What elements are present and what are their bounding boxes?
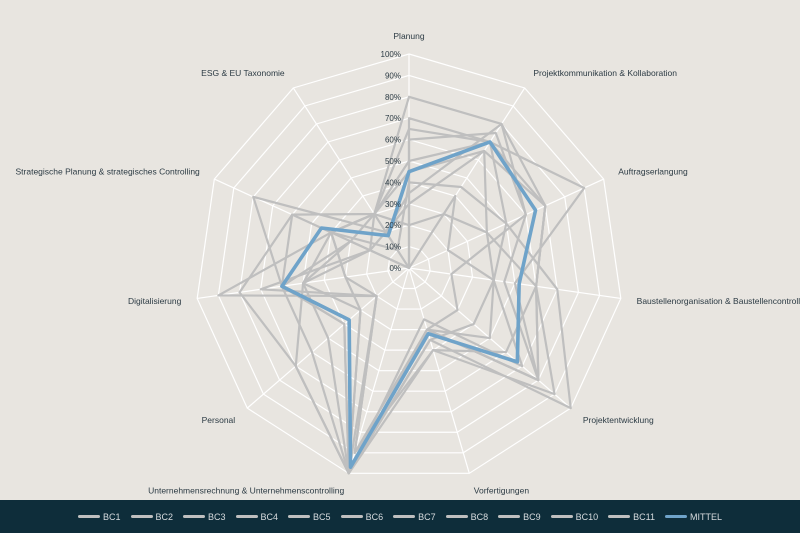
radar-chart: 0% 10% 20% 30% 40% 50% 60% 70% 80% 90% 100% Planung… [16, 31, 800, 496]
r-tick-label: 80% [385, 93, 401, 102]
legend-label: BC9 [523, 511, 541, 522]
legend-item-bc6: BC6 [340, 511, 384, 522]
grid-ring [302, 160, 516, 372]
legend-label: BC1 [102, 511, 121, 522]
legend-label: BC7 [418, 511, 436, 522]
radar-chart-area: 0% 10% 20% 30% 40% 50% 60% 70% 80% 90% 100% Planung… [15, 31, 800, 496]
r-tick-label: 70% [385, 114, 401, 123]
r-tick-label: 20% [385, 221, 401, 230]
legend-label: BC11 [633, 511, 655, 522]
r-tick-label: 50% [385, 157, 401, 166]
r-tick-label: 90% [385, 71, 401, 80]
category-label: Planung [393, 31, 424, 41]
category-label: Projektentwicklung [583, 415, 654, 425]
legend-label: BC8 [470, 511, 489, 522]
legend-swatch [77, 515, 100, 518]
legend-item-bc9: BC9 [498, 512, 541, 522]
legend-swatch [183, 515, 206, 518]
legend-swatch [340, 515, 363, 518]
radar-series [217, 95, 586, 475]
category-label: Auftragserlangung [618, 167, 688, 177]
legend-item-bc3: BC3 [183, 512, 226, 522]
r-tick-label: 100% [381, 50, 401, 59]
grid-spoke [408, 267, 470, 474]
grid-spoke [348, 267, 410, 474]
grid-ring [238, 96, 580, 433]
category-label: Projektkommunikation & Kollaboration [533, 68, 677, 78]
category-label: Unternehmensrechnung & Unternehmenscontr… [148, 486, 344, 496]
legend-swatch [288, 515, 311, 518]
series-line-bc10 [259, 149, 547, 454]
legend-label: BC6 [365, 511, 384, 522]
category-label: Strategische Planung & strategisches Con… [16, 167, 201, 177]
category-label: Digitalisierung [128, 296, 182, 306]
legend-swatch [445, 515, 468, 518]
legend-label: BC3 [208, 511, 226, 522]
legend-label: BC5 [313, 511, 331, 522]
legend: BC1 BC2 BC3 BC4 BC5 BC6 BC7 BC8 BC9 BC10 BC11 MITTE… [0, 500, 800, 533]
legend-swatch [235, 515, 258, 518]
legend-item-bc4: BC4 [235, 511, 279, 522]
category-label: Personal [202, 415, 236, 425]
category-label: Vorfertigungen [474, 486, 530, 496]
legend-item-bc11: BC11 [608, 512, 655, 522]
legend-item-bc2: BC2 [130, 511, 174, 522]
series-line-bc11 [301, 194, 495, 475]
legend-swatch [550, 515, 573, 518]
legend-swatch [393, 515, 416, 518]
grid-ring [196, 53, 622, 474]
legend-label: MITTEL [690, 511, 723, 522]
series-line-mittel [280, 140, 538, 469]
legend-swatch [130, 515, 153, 518]
r-tick-label: 60% [385, 136, 401, 145]
legend-label: BC4 [260, 511, 279, 522]
grid-ring [281, 138, 537, 392]
legend-item-bc1: BC1 [77, 511, 121, 522]
grid-ring [217, 74, 601, 454]
grid-ring [387, 245, 431, 290]
legend-label: BC2 [155, 511, 174, 522]
legend-item-bc7: BC7 [393, 512, 436, 522]
r-tick-label: 0% [389, 264, 401, 273]
legend-item-bc10: BC10 [550, 511, 599, 522]
legend-swatch [608, 515, 631, 518]
legend-swatch [498, 515, 521, 518]
radar-labels: 0% 10% 20% 30% 40% 50% 60% 70% 80% 90% 100% Planung… [16, 31, 800, 496]
r-tick-label: 40% [385, 178, 401, 187]
r-tick-label: 10% [385, 243, 401, 252]
legend-item-bc5: BC5 [288, 512, 331, 522]
legend-label: BC10 [575, 511, 599, 522]
series-line-bc3 [301, 181, 524, 475]
category-label: ESG & EU Taxonomie [201, 68, 285, 78]
category-label: Baustellenorganisation & Baustellencontr… [637, 296, 800, 306]
legend-swatch [665, 515, 687, 518]
legend-item-mittel: MITTEL [665, 512, 722, 522]
r-tick-label: 30% [385, 200, 401, 209]
legend-item-bc8: BC8 [445, 511, 489, 522]
